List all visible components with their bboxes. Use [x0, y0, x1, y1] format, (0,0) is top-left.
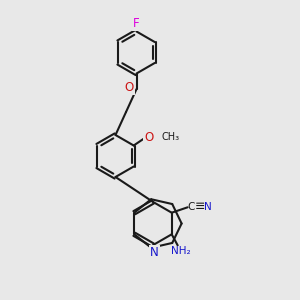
Text: NH₂: NH₂ [172, 246, 191, 256]
Text: CH₃: CH₃ [162, 132, 180, 142]
Text: O: O [144, 130, 153, 144]
Text: O: O [125, 81, 134, 94]
Text: C: C [188, 202, 195, 212]
Text: ≡: ≡ [194, 200, 205, 213]
Text: N: N [150, 246, 159, 260]
Text: N: N [204, 202, 212, 212]
Text: F: F [133, 16, 140, 30]
